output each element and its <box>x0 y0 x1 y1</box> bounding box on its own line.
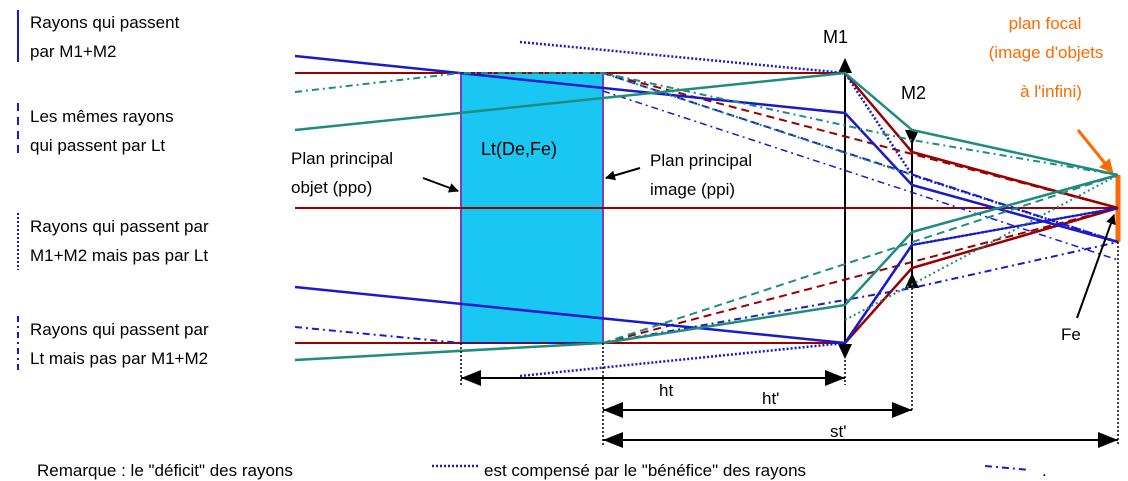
legend-dashdot-line2: Lt mais pas par M1+M2 <box>30 349 208 368</box>
ray-teal-dotted-bottom <box>844 174 1119 321</box>
dim-st-prime <box>603 432 1118 448</box>
ray-teal-bottom <box>294 173 1119 362</box>
remark-part3: . <box>1042 461 1047 480</box>
dim-ht-prime <box>603 402 912 418</box>
m1-top-arrowhead <box>838 58 852 73</box>
fe-label: Fe <box>1061 325 1081 344</box>
ppi-label-line2: image (ppi) <box>650 180 735 199</box>
ray-darkred-dashed-bottom <box>602 207 1119 344</box>
m2-top-arrowhead <box>905 130 919 145</box>
fe-pointer-arrow <box>1076 214 1116 319</box>
remark-part2: est compensé par le "bénéfice" des rayon… <box>484 461 806 480</box>
ray-teal-dotted-top <box>602 72 913 176</box>
legend-dashed-line2: qui passent par Lt <box>30 136 165 155</box>
ppo-pointer-arrow <box>422 177 459 193</box>
remark-part1: Remarque : le "déficit" des rayons <box>37 461 293 480</box>
dim-ht-prime-label: ht' <box>762 389 779 408</box>
lens-label: Lt(De,Fe) <box>481 139 557 159</box>
legend-dotted-line2: M1+M2 mais pas par Lt <box>30 246 208 265</box>
ray-darkred-bottom-reflected <box>844 206 1119 344</box>
legend-dashed-line1: Les mêmes rayons <box>30 107 174 126</box>
ray-blue-top <box>294 54 1119 244</box>
focal-label-line3: à l'infini) <box>1020 82 1082 101</box>
ppi-pointer-arrow <box>605 167 641 181</box>
legend-solid-line1: Rayons qui passent <box>30 13 180 32</box>
m1-label: M1 <box>823 27 848 47</box>
ppi-label-line1: Plan principal <box>650 151 752 170</box>
focal-label-line2: (image d'objets <box>989 43 1104 62</box>
m2-label: M2 <box>901 83 926 103</box>
legend-dashdot-line1: Rayons qui passent par <box>30 320 209 339</box>
dim-st-prime-label: st' <box>830 422 846 441</box>
ray-blue-dashdot-top <box>602 90 1119 261</box>
m1-bottom-arrowhead <box>838 344 852 359</box>
ppo-label-line1: Plan principal <box>291 149 393 168</box>
ray-darkred-dashed-top <box>602 72 1119 209</box>
dim-ht <box>461 370 845 386</box>
focal-pointer-arrow <box>1076 129 1114 174</box>
remark-dashdot-sample <box>984 465 1031 471</box>
ray-teal-top <box>294 71 1119 177</box>
legend-dotted-line1: Rayons qui passent par <box>30 217 209 236</box>
focal-label-line1: plan focal <box>1009 14 1082 33</box>
ppo-label-line2: objet (ppo) <box>291 178 372 197</box>
legend-solid-line2: par M1+M2 <box>30 42 116 61</box>
dim-ht-label: ht <box>659 381 673 400</box>
m2-bottom-arrowhead <box>905 273 919 288</box>
